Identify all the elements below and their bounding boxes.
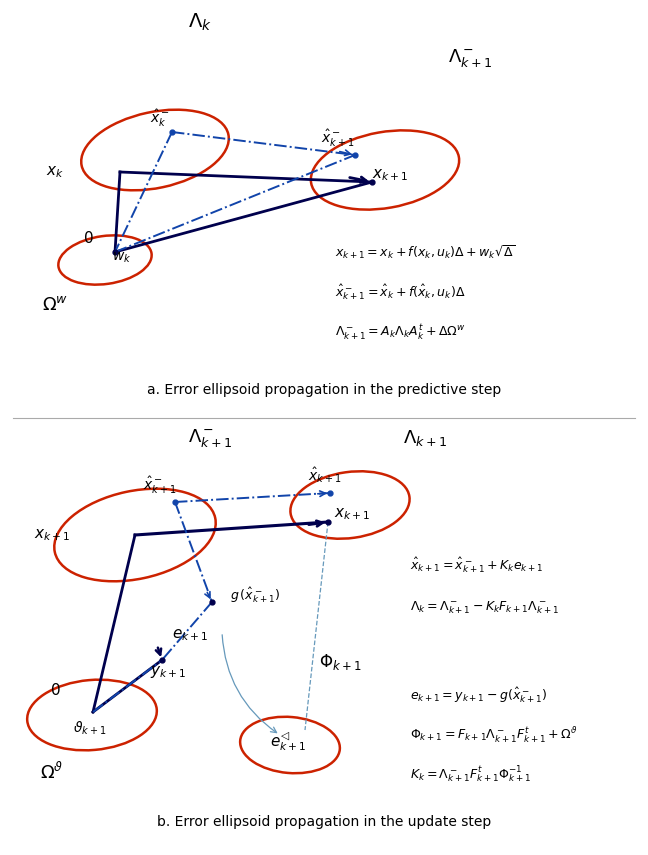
Text: $0$: $0$: [83, 230, 93, 246]
Text: $\vartheta_{k+1}$: $\vartheta_{k+1}$: [73, 719, 107, 737]
Text: b. Error ellipsoid propagation in the update step: b. Error ellipsoid propagation in the up…: [157, 815, 491, 829]
Text: $\Phi_{k+1} = F_{k+1}\Lambda^-_{k+1}F^t_{k+1} + \Omega^{\vartheta}$: $\Phi_{k+1} = F_{k+1}\Lambda^-_{k+1}F^t_…: [410, 725, 577, 745]
Text: $\Lambda_{k+1}$: $\Lambda_{k+1}$: [403, 428, 447, 448]
Text: $y_{k+1}$: $y_{k+1}$: [150, 664, 186, 680]
Text: $\hat{x}^-_{k+1} = \hat{x}_k + f(\hat{x}_k, u_k)\Delta$: $\hat{x}^-_{k+1} = \hat{x}_k + f(\hat{x}…: [335, 282, 465, 302]
Text: $e_{k+1}$: $e_{k+1}$: [172, 628, 208, 643]
Text: a. Error ellipsoid propagation in the predictive step: a. Error ellipsoid propagation in the pr…: [147, 383, 501, 397]
Text: $\Lambda_k = \Lambda^-_{k+1} - K_k F_{k+1} \Lambda^-_{k+1}$: $\Lambda_k = \Lambda^-_{k+1} - K_k F_{k+…: [410, 599, 559, 616]
Text: $\Lambda^-_{k+1}$: $\Lambda^-_{k+1}$: [188, 427, 232, 449]
Text: $K_k = \Lambda^-_{k+1} F^t_{k+1} \Phi^{-1}_{k+1}$: $K_k = \Lambda^-_{k+1} F^t_{k+1} \Phi^{-…: [410, 765, 531, 785]
Text: $\Lambda^-_{k+1}$: $\Lambda^-_{k+1}$: [448, 47, 492, 69]
Text: $x_{k+1}$: $x_{k+1}$: [334, 506, 370, 522]
Text: $w_k$: $w_k$: [112, 251, 132, 265]
Text: $e^{\triangleleft}_{k+1}$: $e^{\triangleleft}_{k+1}$: [270, 730, 307, 753]
Text: $x_k$: $x_k$: [46, 164, 64, 180]
Text: $\Lambda^-_{k+1} = A_k \Lambda_k A_k^t + \Delta\Omega^w$: $\Lambda^-_{k+1} = A_k \Lambda_k A_k^t +…: [335, 322, 465, 342]
Text: $\Phi_{k+1}$: $\Phi_{k+1}$: [319, 652, 362, 672]
Text: $g\,(\hat{x}^-_{k+1})$: $g\,(\hat{x}^-_{k+1})$: [230, 585, 280, 604]
Text: $\hat{x}_{k+1} = \hat{x}^-_{k+1} + K_k e_{k+1}$: $\hat{x}_{k+1} = \hat{x}^-_{k+1} + K_k e…: [410, 555, 544, 575]
Text: $0$: $0$: [50, 682, 60, 698]
Text: $\Omega^w$: $\Omega^w$: [42, 296, 68, 314]
Text: $x_{k+1}$: $x_{k+1}$: [34, 528, 70, 543]
Text: $\hat{x}_{k+1}$: $\hat{x}_{k+1}$: [308, 465, 341, 485]
Text: $x_{k+1} = x_k + f(x_k, u_k)\Delta + w_k\sqrt{\Delta}$: $x_{k+1} = x_k + f(x_k, u_k)\Delta + w_k…: [335, 243, 516, 261]
Text: $e_{k+1} = y_{k+1} - g(\hat{x}^-_{k+1})$: $e_{k+1} = y_{k+1} - g(\hat{x}^-_{k+1})$: [410, 685, 547, 705]
Text: $\Lambda_k$: $\Lambda_k$: [188, 11, 212, 32]
Text: $x_{k+1}$: $x_{k+1}$: [372, 167, 408, 183]
Text: $\hat{x}^-_k$: $\hat{x}^-_k$: [150, 108, 170, 128]
Text: $\hat{x}^-_{k+1}$: $\hat{x}^-_{k+1}$: [321, 127, 354, 149]
Text: $\Omega^{\vartheta}$: $\Omega^{\vartheta}$: [40, 762, 64, 782]
Text: $\hat{x}^-_{k+1}$: $\hat{x}^-_{k+1}$: [143, 475, 177, 496]
